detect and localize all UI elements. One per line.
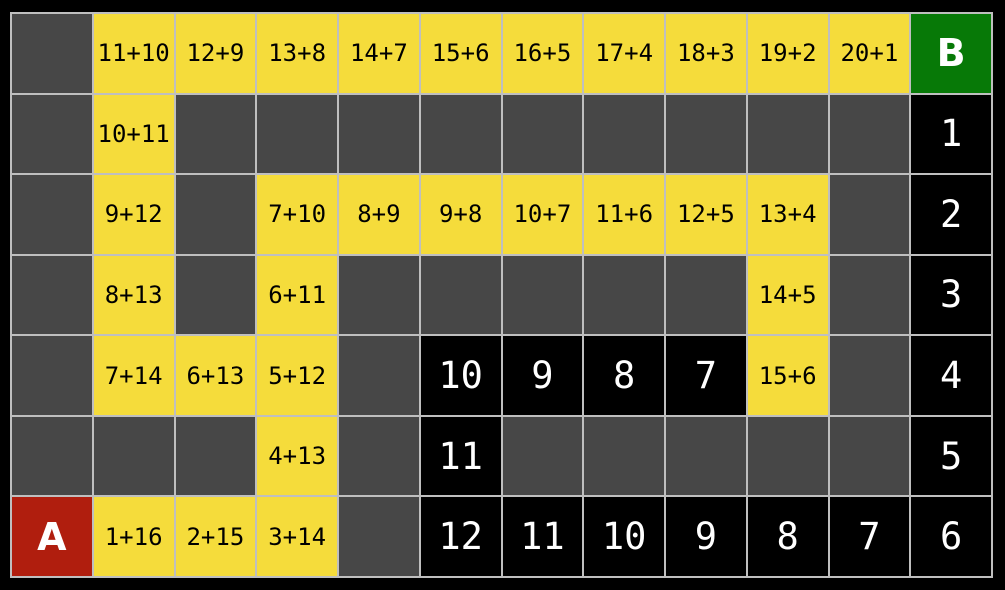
path-cell: 19+2 [747,14,828,93]
wall-cell [747,94,828,174]
wall-cell [12,14,92,93]
wall-cell [502,94,583,174]
path-cell: 17+4 [584,14,664,93]
number-cell: 8 [584,336,664,415]
path-cell: 8+13 [93,255,174,335]
path-cell: 12+5 [666,175,746,254]
path-cell: 11+6 [584,175,664,254]
wall-cell [666,416,746,496]
path-cell: 13+8 [257,14,337,93]
wall-cell [12,416,92,496]
path-cell: 2+15 [175,497,256,576]
wall-cell [175,416,256,496]
path-cell: 18+3 [666,14,746,93]
wall-cell [829,255,910,335]
number-cell: 4 [911,336,991,415]
wall-cell [339,416,419,496]
wall-cell [829,175,910,254]
path-cell: 12+9 [175,14,256,93]
wall-cell [747,416,828,496]
path-cell: 11+10 [93,14,174,93]
number-cell: 6 [911,497,991,576]
wall-cell [829,336,910,415]
wall-cell [502,255,583,335]
number-cell: 7 [666,336,746,415]
wall-cell [584,94,664,174]
number-cell: 5 [911,416,991,496]
wall-cell [829,94,910,174]
wall-cell [420,94,501,174]
path-cell: 6+13 [175,336,256,415]
wall-cell [666,255,746,335]
path-cell: 1+16 [93,497,174,576]
path-cell: 9+8 [420,175,501,254]
wall-cell [12,336,92,415]
maze-board: 11+10 12+9 13+8 14+7 15+6 16+5 17+4 18+3 19+2 20+… [10,12,993,578]
number-cell: 11 [502,497,583,576]
path-cell: 20+1 [829,14,910,93]
path-cell: 6+11 [257,255,337,335]
wall-cell [420,255,501,335]
wall-cell [12,175,92,254]
number-cell: 9 [666,497,746,576]
path-cell: 5+12 [257,336,337,415]
path-cell: 14+5 [747,255,828,335]
wall-cell [175,94,256,174]
number-cell: 11 [420,416,501,496]
wall-cell [12,94,92,174]
path-cell: 4+13 [257,416,337,496]
wall-cell [584,255,664,335]
path-cell: 14+7 [339,14,419,93]
wall-cell [339,255,419,335]
wall-cell [502,416,583,496]
number-cell: 3 [911,255,991,335]
number-cell: 2 [911,175,991,254]
goal-cell: B [911,14,991,93]
wall-cell [829,416,910,496]
wall-cell [339,336,419,415]
number-cell: 8 [747,497,828,576]
number-cell: 10 [420,336,501,415]
path-cell: 8+9 [339,175,419,254]
wall-cell [584,416,664,496]
wall-cell [666,94,746,174]
wall-cell [175,175,256,254]
path-cell: 9+12 [93,175,174,254]
path-cell: 7+10 [257,175,337,254]
wall-cell [175,255,256,335]
wall-cell [12,255,92,335]
wall-cell [339,497,419,576]
path-cell: 3+14 [257,497,337,576]
path-cell: 15+6 [420,14,501,93]
wall-cell [93,416,174,496]
number-cell: 9 [502,336,583,415]
path-cell: 10+11 [93,94,174,174]
wall-cell [339,94,419,174]
number-cell: 7 [829,497,910,576]
path-cell: 10+7 [502,175,583,254]
number-cell: 1 [911,94,991,174]
number-cell: 12 [420,497,501,576]
start-cell: A [12,497,92,576]
number-cell: 10 [584,497,664,576]
wall-cell [257,94,337,174]
path-cell: 13+4 [747,175,828,254]
path-cell: 15+6 [747,336,828,415]
path-cell: 16+5 [502,14,583,93]
path-cell: 7+14 [93,336,174,415]
